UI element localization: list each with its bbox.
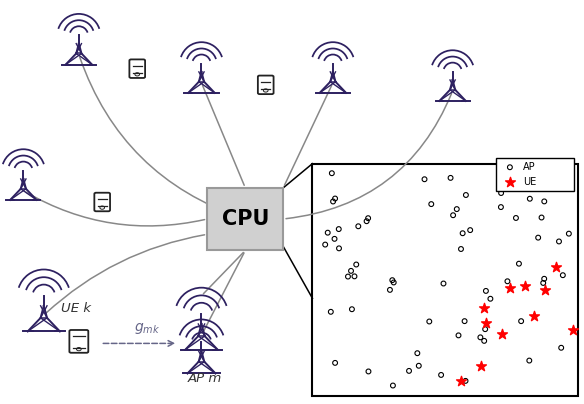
- Point: [460, 318, 470, 324]
- Point: [505, 164, 515, 170]
- Point: [554, 238, 564, 245]
- Bar: [496, 158, 574, 191]
- Point: [331, 195, 340, 202]
- Point: [449, 212, 458, 219]
- Point: [388, 277, 397, 284]
- FancyArrowPatch shape: [80, 57, 242, 218]
- Point: [328, 198, 338, 205]
- Point: [530, 313, 539, 319]
- Point: [321, 241, 330, 248]
- Point: [557, 345, 566, 351]
- Point: [461, 192, 471, 198]
- Point: [334, 226, 343, 232]
- Point: [476, 334, 485, 341]
- Text: AP m: AP m: [187, 372, 221, 385]
- Point: [506, 285, 515, 291]
- Point: [334, 245, 343, 252]
- Point: [452, 206, 461, 213]
- Point: [540, 287, 550, 293]
- Point: [420, 176, 429, 183]
- Point: [538, 280, 548, 286]
- Point: [436, 372, 446, 378]
- Point: [540, 276, 549, 282]
- Point: [515, 261, 524, 267]
- Point: [477, 362, 486, 369]
- Point: [454, 332, 463, 339]
- Point: [479, 338, 489, 344]
- Point: [537, 214, 546, 221]
- Point: [524, 357, 534, 364]
- Bar: [207, 188, 283, 250]
- Text: $g_{mk}$: $g_{mk}$: [134, 321, 160, 336]
- Bar: [312, 164, 578, 396]
- Point: [516, 318, 526, 324]
- Point: [481, 288, 491, 294]
- Point: [456, 246, 465, 252]
- FancyArrowPatch shape: [203, 253, 244, 333]
- Point: [551, 264, 560, 270]
- Point: [331, 360, 340, 366]
- Text: UE: UE: [523, 177, 537, 187]
- Point: [511, 215, 520, 221]
- Point: [346, 267, 356, 274]
- Point: [461, 378, 470, 384]
- Point: [363, 215, 373, 221]
- Text: AP: AP: [523, 162, 536, 172]
- FancyArrowPatch shape: [46, 235, 204, 313]
- Point: [323, 229, 332, 236]
- Text: UE k: UE k: [61, 302, 91, 315]
- Point: [540, 198, 549, 205]
- FancyArrowPatch shape: [26, 192, 204, 226]
- Point: [481, 326, 490, 332]
- FancyArrowPatch shape: [203, 252, 244, 294]
- Point: [362, 218, 371, 225]
- Point: [330, 236, 339, 242]
- Point: [426, 201, 436, 207]
- Point: [458, 230, 467, 236]
- Point: [343, 274, 353, 280]
- Point: [479, 305, 488, 311]
- Point: [326, 309, 335, 315]
- Point: [465, 227, 475, 234]
- FancyArrowPatch shape: [284, 85, 332, 185]
- Point: [385, 287, 395, 293]
- Point: [498, 331, 507, 338]
- Point: [558, 272, 568, 278]
- Point: [388, 382, 398, 389]
- Text: CPU: CPU: [221, 209, 269, 229]
- Point: [389, 279, 398, 286]
- Point: [564, 230, 573, 237]
- Point: [525, 196, 534, 202]
- Point: [457, 378, 466, 384]
- Point: [527, 179, 536, 185]
- Point: [496, 204, 506, 210]
- Point: [347, 306, 357, 312]
- Point: [350, 273, 359, 280]
- Point: [364, 368, 373, 375]
- Point: [425, 318, 434, 325]
- Point: [505, 179, 515, 185]
- Point: [568, 326, 578, 333]
- Point: [413, 350, 422, 356]
- Point: [352, 261, 361, 268]
- Point: [439, 280, 448, 287]
- Point: [503, 278, 512, 284]
- Point: [496, 190, 506, 196]
- Point: [520, 282, 530, 289]
- Point: [327, 170, 336, 177]
- Point: [482, 320, 491, 326]
- Point: [446, 175, 456, 181]
- Point: [486, 295, 495, 302]
- Point: [414, 362, 423, 369]
- Point: [534, 234, 543, 241]
- Point: [404, 368, 413, 374]
- FancyArrowPatch shape: [286, 93, 451, 219]
- Point: [354, 223, 363, 229]
- Point: [514, 186, 523, 192]
- FancyArrowPatch shape: [203, 85, 244, 185]
